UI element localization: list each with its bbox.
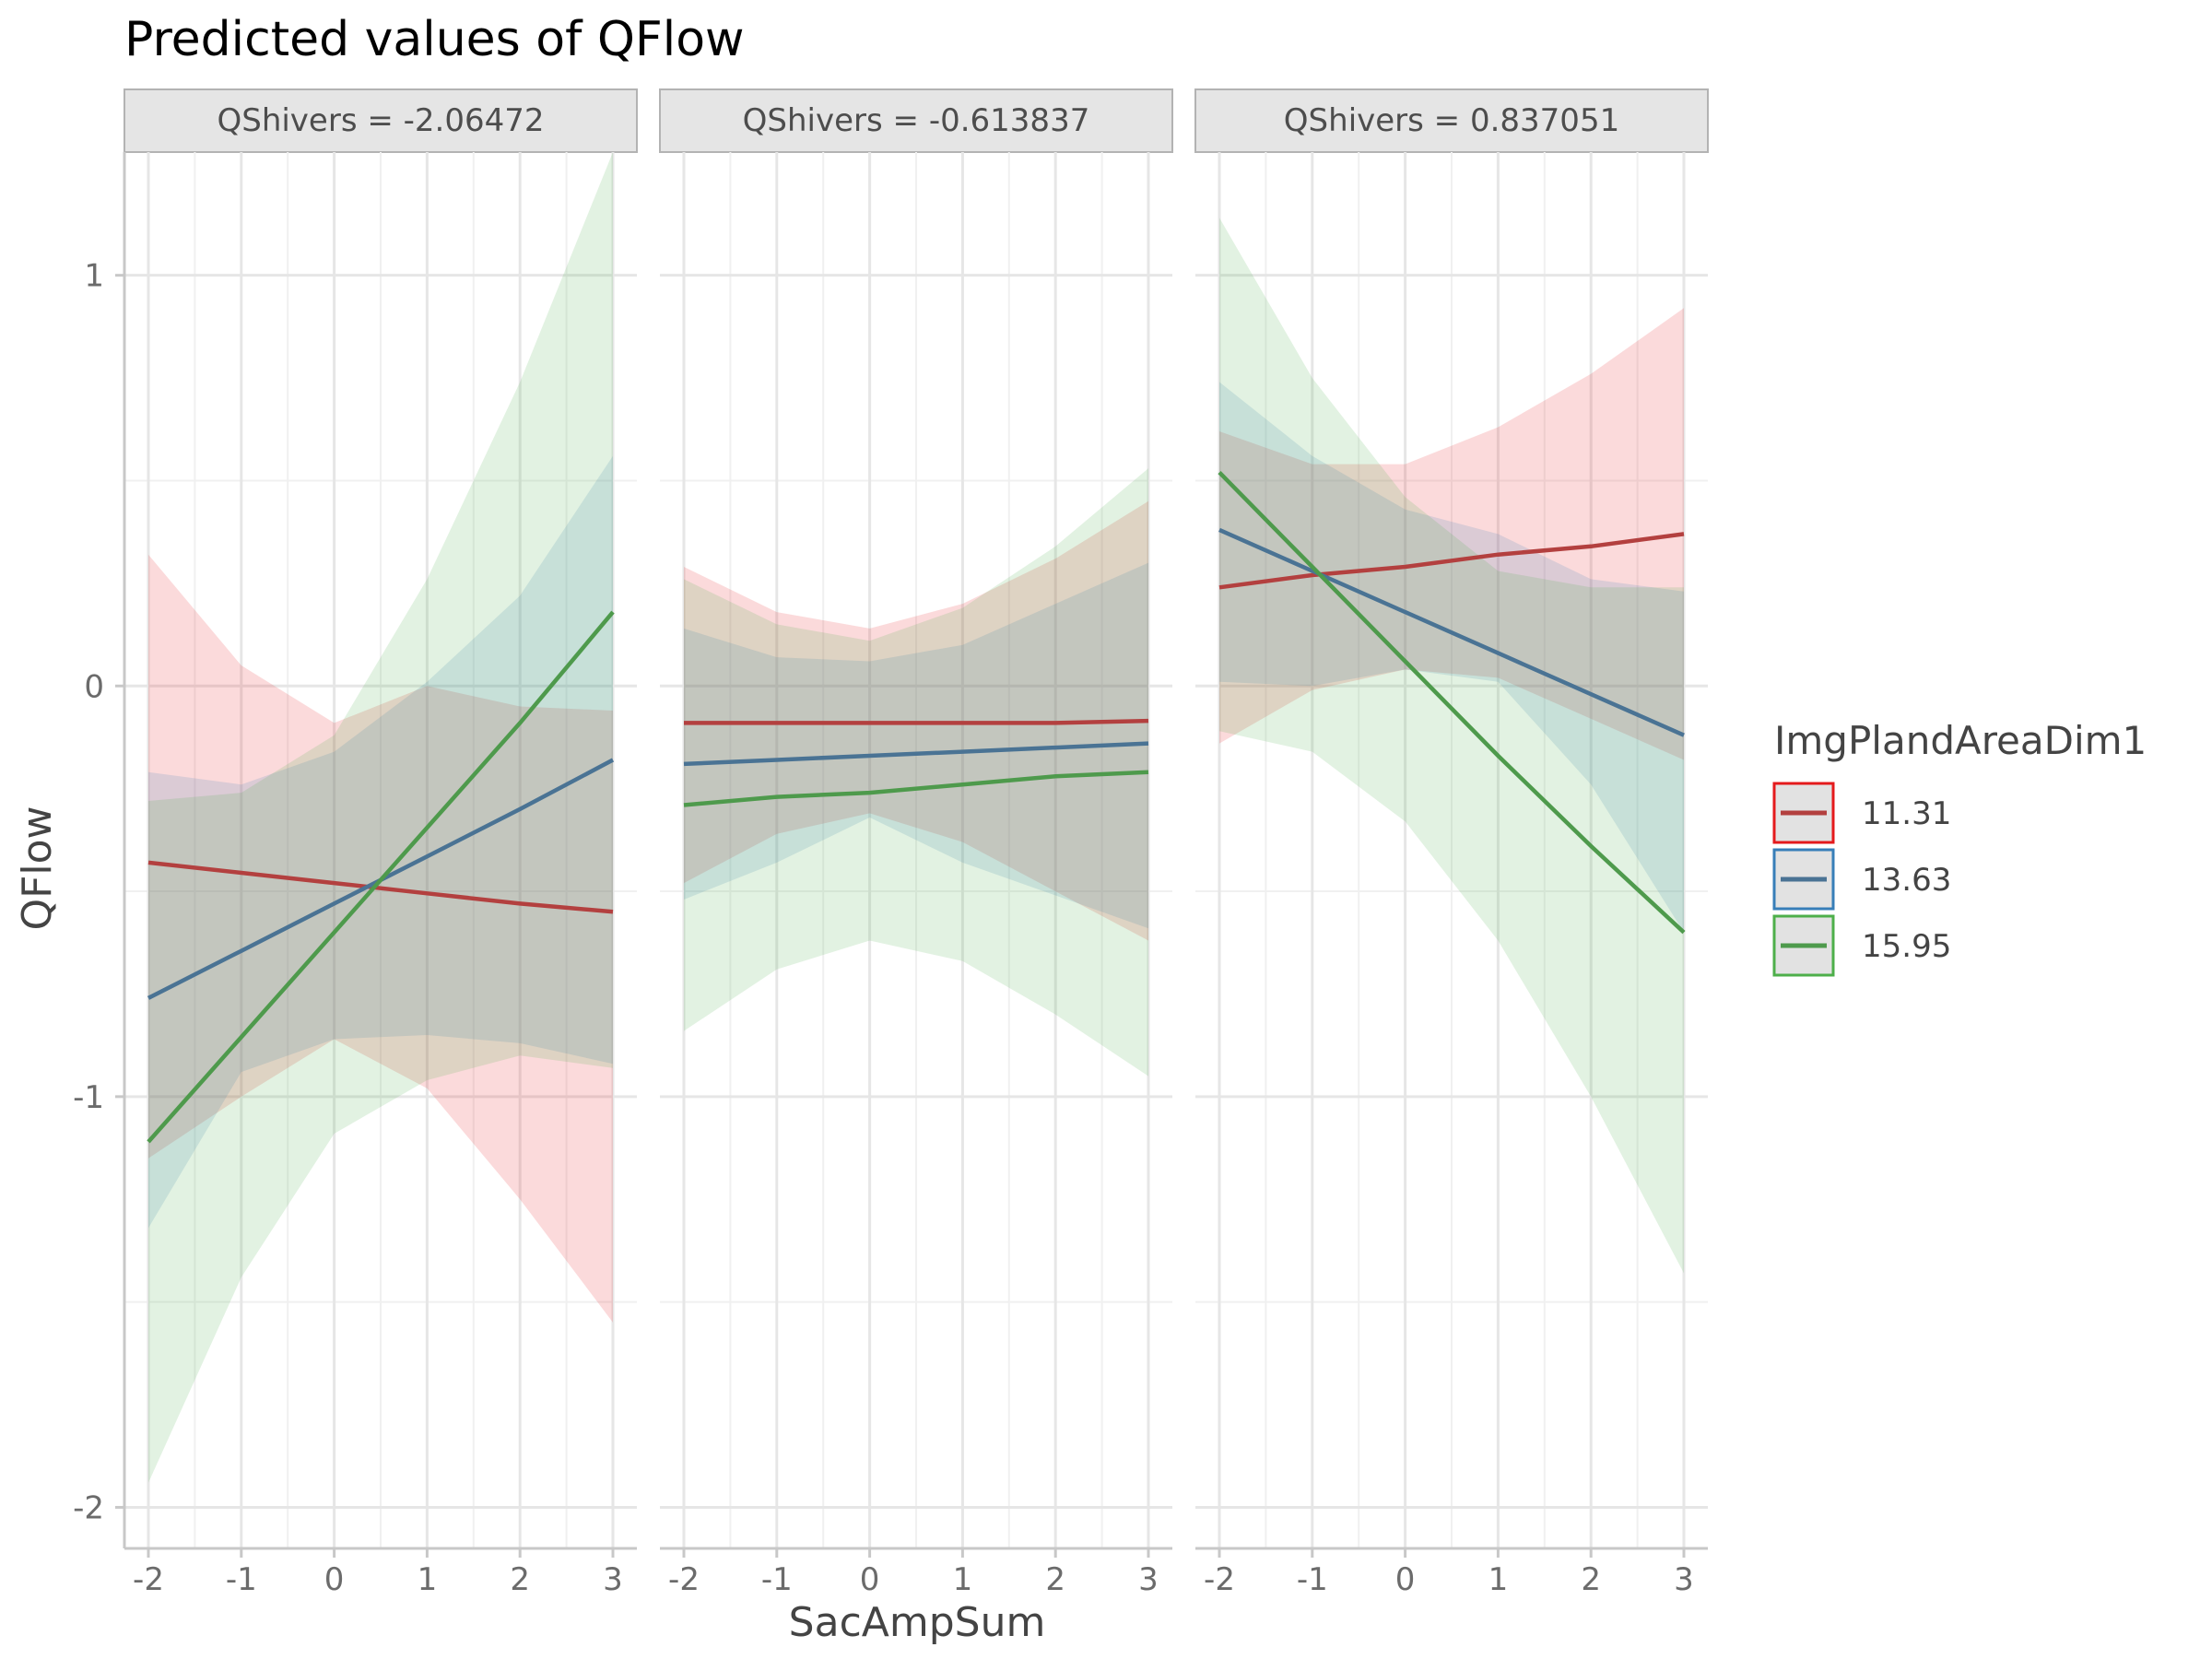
panels: QShivers = -2.06472-2 -1 0 1 2 3-2-101QShiver… [73, 88, 1709, 1598]
facet-strip-label: QShivers = 0.837051 [1284, 102, 1619, 139]
legend-label: 13.63 [1862, 862, 1951, 899]
ci-band-15.95 [1219, 218, 1684, 1274]
legend-entries: 11.31 13.63 15.95 [1772, 782, 1951, 977]
facet-strip [124, 88, 638, 153]
y-tick-label: -2 [73, 1489, 104, 1526]
series-line-11.31 [147, 860, 614, 914]
legend-entry-11.31: 11.31 [1772, 782, 1951, 844]
y-tick-label: -1 [73, 1079, 104, 1116]
x-tick-label: 1 [418, 1561, 438, 1598]
facet-strip-label: QShivers = -0.613837 [743, 102, 1090, 139]
series-line-11.31 [684, 718, 1149, 725]
x-tick-label: -1 [226, 1561, 257, 1598]
x-tick-label: 2 [1581, 1561, 1601, 1598]
legend-entry-13.63: 13.63 [1772, 848, 1951, 911]
x-axis-title: SacAmpSum [789, 1599, 1046, 1646]
facet-strip-label: QShivers = -2.06472 [217, 102, 544, 139]
ci-band-13.63 [148, 455, 613, 1229]
legend-label: 11.31 [1862, 795, 1951, 832]
x-tick-label: -2 [1204, 1561, 1235, 1598]
series-line-15.95 [683, 770, 1149, 807]
panel-3: QShivers = 0.837051 -2 -1 0 1 2 3 [1194, 88, 1709, 1598]
series-line-11.31 [1218, 532, 1685, 590]
y-axis-title: QFlow [14, 806, 61, 930]
series-line-13.63 [683, 741, 1149, 767]
x-tick-label: 1 [953, 1561, 973, 1598]
series-line-15.95 [1218, 471, 1686, 935]
facet-strip [1194, 88, 1709, 153]
panel-1: QShivers = -2.06472 -2 -1 0 1 2 3 -2 -1 0 1 [73, 88, 638, 1598]
x-tick-label: -1 [1297, 1561, 1328, 1598]
x-tick-label: 1 [1488, 1561, 1509, 1598]
x-tick-label: 0 [324, 1561, 345, 1598]
y-tick-label: 0 [84, 668, 104, 705]
x-tick-label: 2 [1045, 1561, 1065, 1598]
ci-band-15.95 [148, 152, 613, 1483]
y-tick-label: 1 [84, 258, 104, 295]
ci-band-13.63 [684, 562, 1148, 929]
series-line-15.95 [147, 610, 615, 1144]
legend-entry-15.95: 15.95 [1772, 914, 1951, 977]
legend-label: 15.95 [1862, 928, 1951, 965]
legend: ImgPlandAreaDim1 11.31 13.63 15.95 [1772, 718, 2147, 977]
ci-band-15.95 [684, 468, 1148, 1077]
x-tick-label: -1 [761, 1561, 793, 1598]
ci-band-11.31 [1219, 308, 1684, 760]
x-tick-label: -2 [133, 1561, 164, 1598]
x-tick-label: 3 [603, 1561, 623, 1598]
legend-title: ImgPlandAreaDim1 [1774, 718, 2147, 763]
x-tick-label: 2 [510, 1561, 530, 1598]
series-line-13.63 [1218, 527, 1685, 737]
x-tick-label: 3 [1138, 1561, 1159, 1598]
x-tick-label: 0 [1395, 1561, 1416, 1598]
panel-2: QShivers = -0.613837 -2 -1 0 1 2 3 [659, 88, 1173, 1598]
facet-strip [659, 88, 1173, 153]
x-tick-label: 0 [860, 1561, 880, 1598]
x-tick-label: -2 [668, 1561, 700, 1598]
chart-title: Predicted values of QFlow [124, 12, 745, 67]
ci-band-13.63 [1219, 382, 1684, 933]
x-tick-label: 3 [1674, 1561, 1694, 1598]
